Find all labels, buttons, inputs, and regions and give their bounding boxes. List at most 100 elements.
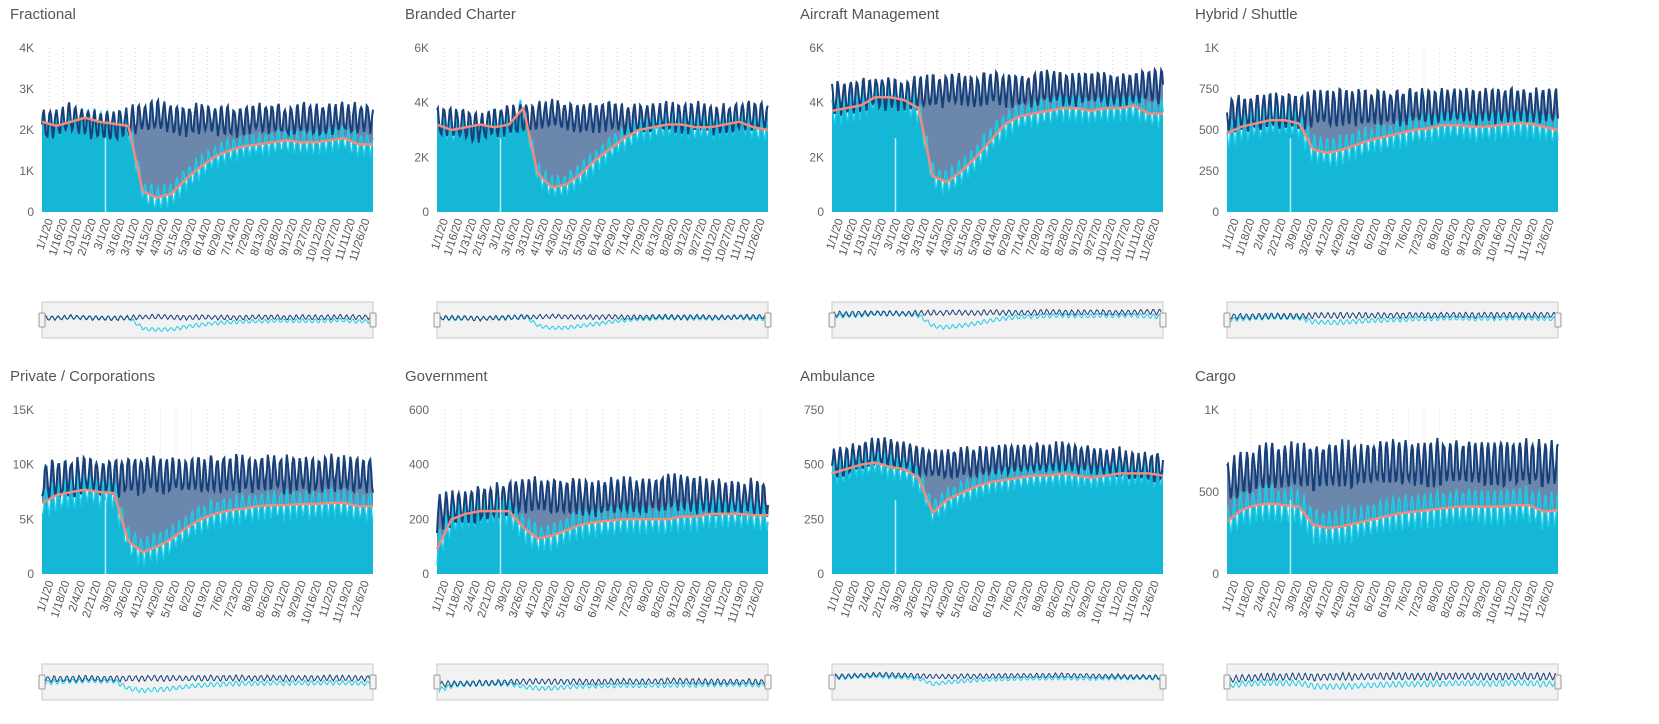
- chart-svg[interactable]: 05K10K15K1/1/201/18/202/4/202/21/203/9/2…: [0, 362, 400, 724]
- navigator-left-handle[interactable]: [1223, 674, 1231, 690]
- actual-line: [41, 473, 374, 567]
- y-tick-label: 250: [804, 512, 824, 526]
- y-tick-label: 4K: [414, 96, 429, 110]
- moving-average-line: [1226, 502, 1559, 530]
- y-tick-label: 0: [1212, 205, 1219, 219]
- navigator-right-handle[interactable]: [1554, 674, 1562, 690]
- chart-svg[interactable]: 02K4K6K1/1/201/16/201/31/202/15/203/1/20…: [395, 0, 795, 362]
- moving-average-line: [436, 106, 769, 189]
- chart-title: Fractional: [10, 6, 76, 23]
- navigator-left-handle[interactable]: [828, 312, 836, 328]
- actual-line: [831, 450, 1164, 523]
- chart-svg[interactable]: 05001K1/1/201/18/202/4/202/21/203/9/203/…: [1185, 362, 1585, 724]
- moving-average-line: [41, 116, 373, 199]
- y-tick-label: 750: [1199, 82, 1219, 96]
- actual-area: [1227, 105, 1558, 212]
- navigator-right-handle[interactable]: [764, 674, 772, 690]
- y-tick-label: 1K: [1204, 41, 1219, 55]
- y-tick-label: 6K: [809, 41, 824, 55]
- y-tick-label: 500: [1199, 485, 1219, 499]
- y-tick-label: 250: [1199, 164, 1219, 178]
- y-tick-label: 2K: [809, 150, 824, 164]
- prior-year-line: [1226, 85, 1559, 133]
- chart-panel-4: Hybrid / Shuttle 0 250 500 750 1K 1/1/20 1/18/2…: [1185, 0, 1590, 362]
- chart-panel-6: Government 0 200 400 600 1/1/20 1/18/20 2/4/20 2…: [395, 362, 800, 724]
- navigator-right-handle[interactable]: [369, 312, 377, 328]
- y-tick-label: 2K: [19, 123, 34, 137]
- navigator-actual-line: [1228, 314, 1557, 326]
- navigator-actual-line: [438, 680, 767, 693]
- y-tick-label: 600: [409, 403, 429, 417]
- chart-svg[interactable]: 02004006001/1/201/18/202/4/202/21/203/9/…: [395, 362, 795, 724]
- chart-svg[interactable]: 02505007501/1/201/18/202/4/202/21/203/9/…: [790, 362, 1190, 724]
- navigator-right-handle[interactable]: [1159, 312, 1167, 328]
- chart-svg[interactable]: 02505007501K1/1/201/18/202/4/202/21/203/…: [1185, 0, 1585, 362]
- actual-area: [42, 474, 373, 574]
- navigator-left-handle[interactable]: [828, 674, 836, 690]
- navigator-left-handle[interactable]: [38, 674, 46, 690]
- navigator-prior-line: [438, 677, 767, 689]
- y-tick-label: 200: [409, 512, 429, 526]
- y-tick-label: 2K: [414, 150, 429, 164]
- y-tick-label: 400: [409, 458, 429, 472]
- chart-panel-2: Branded Charter 0 2K 4K 6K 1/1/20 1/16/20 1/31/…: [395, 0, 800, 362]
- chart-panel-5: Private / Corporations 0 5K 10K 15K 1/1/20 1/1…: [0, 362, 405, 724]
- y-tick-label: 750: [804, 403, 824, 417]
- chart-svg[interactable]: 02K4K6K1/1/201/16/201/31/202/15/203/1/20…: [790, 0, 1190, 362]
- navigator-actual-line: [43, 314, 372, 333]
- y-tick-label: 10K: [13, 458, 34, 472]
- y-tick-label: 0: [817, 205, 824, 219]
- range-navigator[interactable]: [831, 663, 1164, 701]
- navigator-right-handle[interactable]: [369, 674, 377, 690]
- y-tick-label: 1K: [1204, 403, 1219, 417]
- navigator-right-handle[interactable]: [1554, 312, 1562, 328]
- prior-year-line: [436, 473, 769, 534]
- navigator-actual-line: [1228, 678, 1557, 691]
- navigator-prior-line: [833, 308, 1162, 318]
- chart-panel-3: Aircraft Management 0 2K 4K 6K 1/1/20 1/16/20 1…: [790, 0, 1195, 362]
- chart-svg[interactable]: 01K2K3K4K1/1/201/16/201/31/202/15/203/1/…: [0, 0, 400, 362]
- navigator-left-handle[interactable]: [433, 674, 441, 690]
- navigator-left-handle[interactable]: [433, 312, 441, 328]
- prior-year-line: [41, 453, 374, 500]
- y-tick-label: 0: [1212, 567, 1219, 581]
- moving-average-line: [435, 509, 768, 550]
- navigator-prior-line: [43, 313, 372, 322]
- actual-area: [832, 83, 1163, 212]
- prior-year-line: [831, 66, 1164, 116]
- navigator-right-handle[interactable]: [764, 312, 772, 328]
- prior-year-line: [1226, 437, 1559, 499]
- chart-title: Branded Charter: [405, 6, 516, 23]
- y-tick-label: 5K: [19, 512, 34, 526]
- y-tick-label: 6K: [414, 41, 429, 55]
- navigator-prior-line: [1228, 311, 1557, 321]
- actual-line: [1226, 483, 1559, 545]
- navigator-right-handle[interactable]: [1159, 674, 1167, 690]
- chart-title: Government: [405, 368, 488, 385]
- navigator-prior-line: [1228, 671, 1557, 683]
- navigator-actual-line: [43, 677, 372, 694]
- y-tick-label: 500: [1199, 123, 1219, 137]
- moving-average-line: [41, 488, 373, 554]
- range-navigator[interactable]: [831, 301, 1164, 339]
- navigator-actual-line: [833, 673, 1162, 687]
- moving-average-line: [831, 95, 1163, 184]
- chart-panel-8: Cargo 0 500 1K 1/1/20 1/18/20 2/4/20 2/21/20 3/9…: [1185, 362, 1590, 724]
- chart-title: Hybrid / Shuttle: [1195, 6, 1298, 23]
- navigator-prior-line: [438, 313, 767, 322]
- navigator-prior-line: [833, 671, 1162, 680]
- navigator-left-handle[interactable]: [38, 312, 46, 328]
- chart-title: Private / Corporations: [10, 368, 156, 385]
- y-tick-label: 1K: [19, 164, 34, 178]
- y-tick-label: 4K: [19, 41, 34, 55]
- y-tick-label: 0: [27, 567, 34, 581]
- moving-average-line: [831, 461, 1164, 515]
- y-tick-label: 0: [27, 205, 34, 219]
- navigator-prior-line: [43, 673, 372, 684]
- chart-panel-1: Fractional 0 1K 2K 3K 4K 1/1/20 1/16/20 1/31/20 2…: [0, 0, 405, 362]
- navigator-left-handle[interactable]: [1223, 312, 1231, 328]
- y-tick-label: 0: [422, 567, 429, 581]
- moving-average-line: [1226, 118, 1559, 155]
- y-tick-label: 4K: [809, 96, 824, 110]
- prior-year-line: [41, 96, 374, 142]
